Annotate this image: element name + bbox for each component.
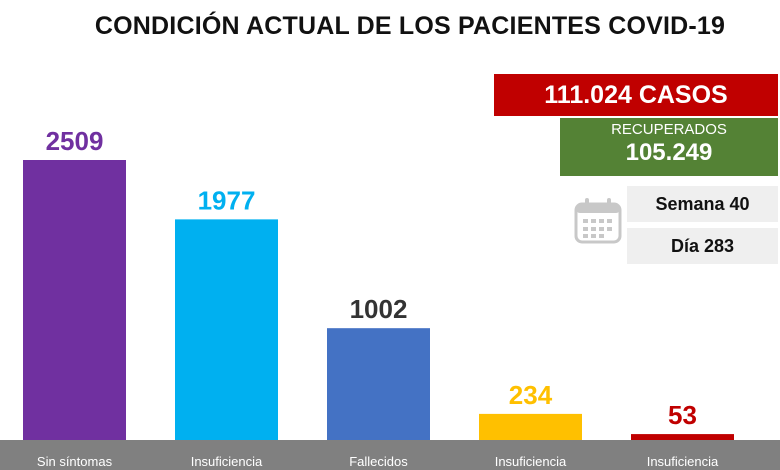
bar-5 xyxy=(631,434,734,440)
recovered-label: RECUPERADOS xyxy=(611,121,727,138)
data-label-4: 234 xyxy=(509,380,553,410)
recovered-value: 105.249 xyxy=(625,139,713,166)
category-label-3: Fallecidos xyxy=(349,454,408,469)
data-label-3: 1002 xyxy=(350,294,408,324)
category-label-5: Insuficiencia xyxy=(647,454,719,469)
calendar-icon xyxy=(574,198,622,244)
data-label-1: 2509 xyxy=(46,126,104,156)
total-cases-badge: 111.024 CASOS xyxy=(494,74,778,116)
week-badge: Semana 40 xyxy=(627,186,778,222)
category-label-1: Sin síntomas xyxy=(37,454,113,469)
category-axis-band xyxy=(0,440,780,470)
data-label-2: 1977 xyxy=(198,185,256,215)
category-label-2: Insuficiencia xyxy=(191,454,263,469)
bar-4 xyxy=(479,413,582,440)
category-label-4: Insuficiencia xyxy=(495,454,567,469)
day-badge: Día 283 xyxy=(627,228,778,264)
bar-2 xyxy=(175,219,278,440)
bar-1 xyxy=(23,160,126,440)
bar-3 xyxy=(327,328,430,440)
chart-title: CONDICIÓN ACTUAL DE LOS PACIENTES COVID-… xyxy=(94,12,726,40)
recovered-badge: RECUPERADOS 105.249 xyxy=(560,118,778,176)
data-label-5: 53 xyxy=(668,400,697,430)
